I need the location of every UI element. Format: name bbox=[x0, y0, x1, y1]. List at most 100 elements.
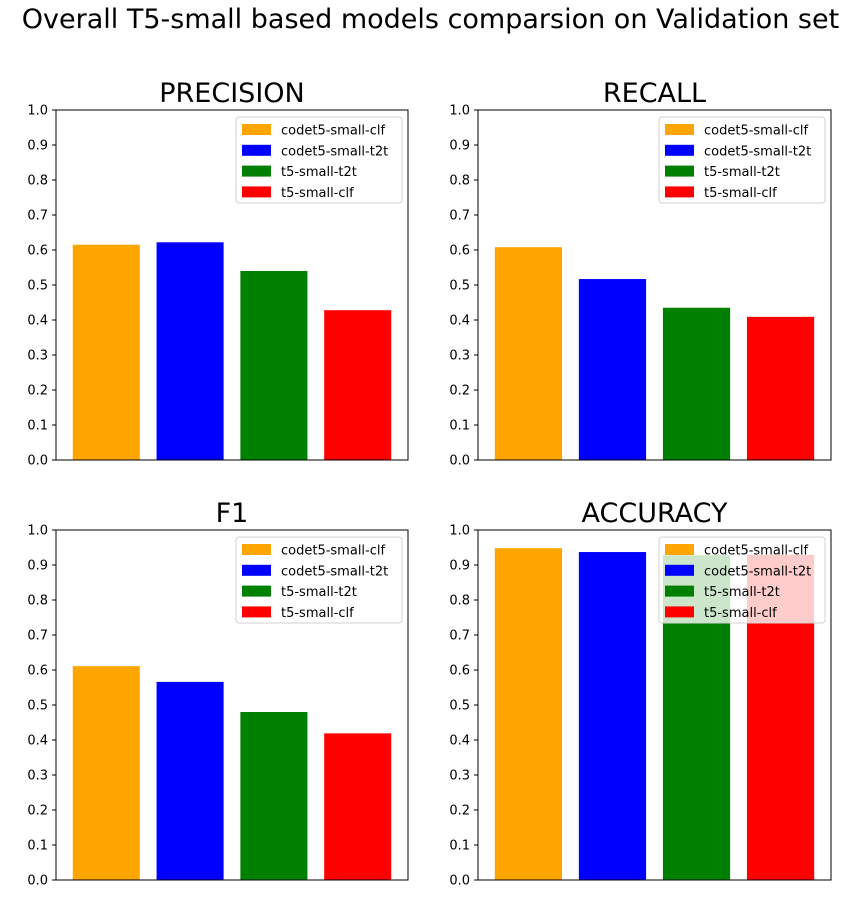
chart-panel-1: 0.0 0.1 0.2 0.3 0.4 0.5 0.6 0.7 0.8 0.9 1.0 PRECISI… bbox=[27, 78, 409, 469]
y-tick-label: 0.8 bbox=[449, 174, 470, 189]
y-tick-label: 0.6 bbox=[27, 244, 48, 259]
y-tick-label: 0.5 bbox=[449, 699, 470, 714]
legend-label: t5-small-t2t bbox=[281, 585, 357, 600]
y-tick-label: 0.2 bbox=[449, 384, 470, 399]
legend-label: codet5-small-clf bbox=[704, 124, 808, 139]
figure-title: Overall T5-small based models comparsion… bbox=[21, 4, 840, 35]
legend-label: t5-small-clf bbox=[704, 606, 777, 621]
legend-swatch bbox=[242, 124, 271, 135]
bar-3 bbox=[240, 712, 308, 880]
y-tick-label: 0.3 bbox=[27, 769, 48, 784]
bar-3 bbox=[662, 307, 731, 460]
y-tick-label: 1.0 bbox=[27, 104, 48, 119]
legend-swatch bbox=[242, 564, 271, 576]
bar-1 bbox=[494, 247, 563, 460]
legend-label: t5-small-t2t bbox=[704, 165, 780, 180]
panel-title: PRECISION bbox=[159, 78, 304, 109]
legend: codet5-small-clf codet5-small-t2t t5-small… bbox=[235, 536, 403, 624]
y-tick-label: 0.7 bbox=[27, 629, 48, 644]
y-tick-label: 0.9 bbox=[449, 139, 470, 154]
y-tick-label: 0.1 bbox=[27, 839, 48, 854]
y-tick-label: 0.9 bbox=[449, 559, 470, 574]
bar-1 bbox=[72, 666, 140, 880]
y-tick-label: 0.7 bbox=[449, 629, 470, 644]
legend-label: t5-small-clf bbox=[281, 186, 354, 201]
y-tick-label: 0.1 bbox=[27, 419, 48, 434]
legend-swatch bbox=[665, 186, 694, 198]
y-tick-label: 0.6 bbox=[27, 664, 48, 679]
legend-box bbox=[235, 536, 403, 624]
y-tick-label: 0.8 bbox=[27, 174, 48, 189]
chart-panel-3: 0.0 0.1 0.2 0.3 0.4 0.5 0.6 0.7 0.8 0.9 1.0 F1 codet… bbox=[27, 498, 409, 889]
legend-label: t5-small-clf bbox=[281, 606, 354, 621]
legend-label: t5-small-t2t bbox=[281, 165, 357, 180]
legend-box bbox=[658, 536, 826, 624]
y-tick-label: 0.6 bbox=[449, 664, 470, 679]
y-tick-label: 0.5 bbox=[449, 279, 470, 294]
y-tick-label: 1.0 bbox=[449, 104, 470, 119]
y-tick-label: 0.4 bbox=[449, 314, 470, 329]
legend-swatch bbox=[242, 165, 271, 177]
y-tick-label: 0.1 bbox=[449, 419, 470, 434]
bar-2 bbox=[156, 242, 224, 460]
legend-label: codet5-small-t2t bbox=[704, 564, 811, 579]
y-tick-label: 0.9 bbox=[27, 559, 48, 574]
legend-box bbox=[235, 116, 403, 204]
y-tick-label: 0.4 bbox=[449, 734, 470, 749]
y-tick-label: 0.6 bbox=[449, 244, 470, 259]
legend-label: codet5-small-clf bbox=[704, 544, 808, 559]
legend-label: codet5-small-t2t bbox=[281, 564, 388, 579]
y-tick-label: 0.8 bbox=[27, 594, 48, 609]
y-tick-label: 0.8 bbox=[449, 594, 470, 609]
bar-1 bbox=[494, 548, 563, 880]
chart-panel-2: 0.0 0.1 0.2 0.3 0.4 0.5 0.6 0.7 0.8 0.9 1.0 RECALL c… bbox=[449, 78, 832, 469]
y-tick-label: 0.2 bbox=[27, 384, 48, 399]
y-tick-label: 0.2 bbox=[449, 804, 470, 819]
legend-label: t5-small-t2t bbox=[704, 585, 780, 600]
legend-label: codet5-small-t2t bbox=[704, 144, 811, 159]
y-tick-label: 1.0 bbox=[27, 524, 48, 539]
y-tick-label: 0.0 bbox=[27, 874, 48, 889]
panel-title: F1 bbox=[216, 498, 249, 529]
bar-3 bbox=[240, 271, 308, 460]
y-tick-label: 0.0 bbox=[27, 454, 48, 469]
legend-label: codet5-small-clf bbox=[281, 124, 385, 139]
panel-title: ACCURACY bbox=[582, 498, 729, 529]
legend-swatch bbox=[242, 144, 271, 156]
y-tick-label: 0.3 bbox=[27, 349, 48, 364]
y-tick-label: 1.0 bbox=[449, 524, 470, 539]
y-tick-label: 0.1 bbox=[449, 839, 470, 854]
bar-2 bbox=[156, 681, 224, 880]
y-tick-label: 0.7 bbox=[449, 209, 470, 224]
bar-2 bbox=[578, 279, 647, 460]
legend-label: t5-small-clf bbox=[704, 186, 777, 201]
y-tick-label: 0.3 bbox=[449, 349, 470, 364]
bar-4 bbox=[324, 310, 392, 460]
y-tick-label: 0.7 bbox=[27, 209, 48, 224]
bar-1 bbox=[72, 244, 140, 460]
y-tick-label: 0.0 bbox=[449, 454, 470, 469]
legend-box bbox=[658, 116, 826, 204]
y-tick-label: 0.2 bbox=[27, 804, 48, 819]
y-tick-label: 0.3 bbox=[449, 769, 470, 784]
legend-label: codet5-small-clf bbox=[281, 544, 385, 559]
legend: codet5-small-clf codet5-small-t2t t5-small… bbox=[658, 116, 826, 204]
legend-label: codet5-small-t2t bbox=[281, 144, 388, 159]
y-tick-label: 0.5 bbox=[27, 279, 48, 294]
legend-swatch bbox=[665, 544, 694, 555]
legend-swatch bbox=[665, 144, 694, 156]
legend-swatch bbox=[242, 585, 271, 597]
bar-4 bbox=[746, 316, 815, 460]
y-tick-label: 0.5 bbox=[27, 699, 48, 714]
bar-2 bbox=[578, 552, 647, 880]
legend-swatch bbox=[665, 564, 694, 576]
legend-swatch bbox=[665, 585, 694, 597]
legend-swatch bbox=[665, 124, 694, 135]
legend-swatch bbox=[242, 606, 271, 618]
chart-panel-4: 0.0 0.1 0.2 0.3 0.4 0.5 0.6 0.7 0.8 0.9 1.0 ACCURAC… bbox=[449, 498, 832, 889]
legend-swatch bbox=[242, 544, 271, 555]
bar-4 bbox=[324, 733, 392, 880]
y-tick-label: 0.4 bbox=[27, 734, 48, 749]
